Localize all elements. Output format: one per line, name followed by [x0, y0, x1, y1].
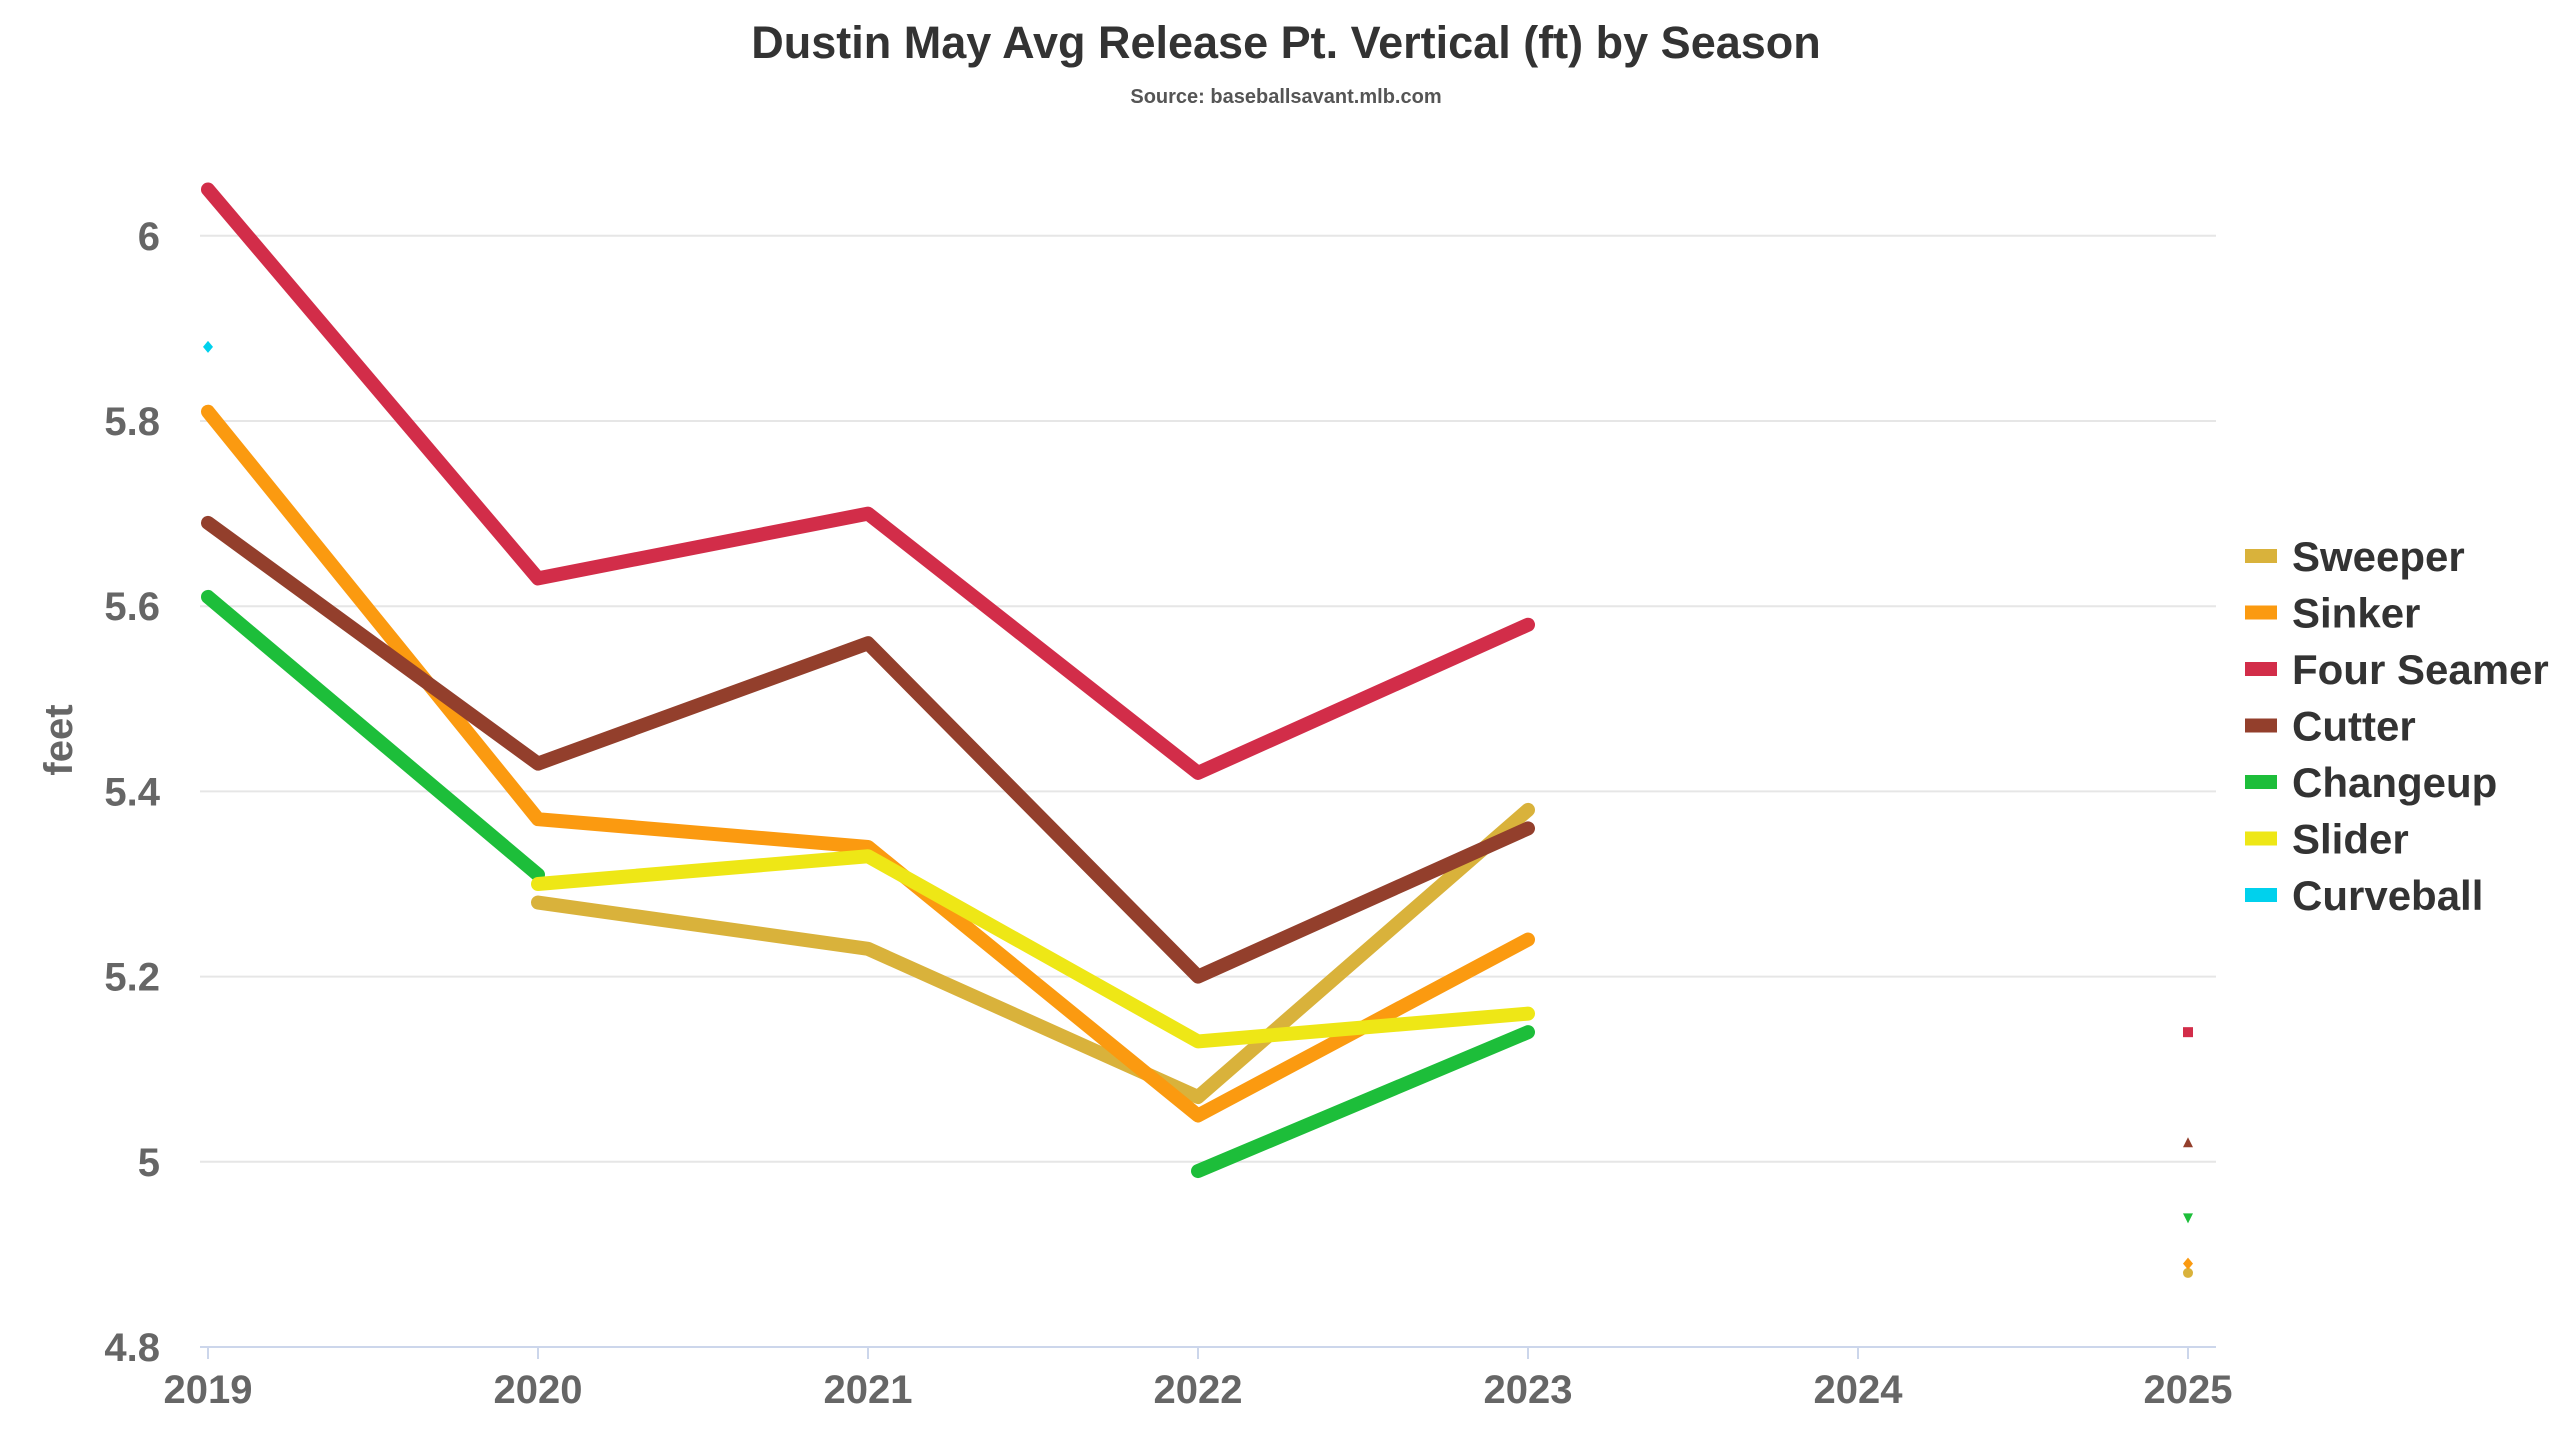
grid — [200, 234, 2216, 1163]
x-tick-label: 2022 — [1154, 1368, 1243, 1412]
legend-label: Sinker — [2292, 590, 2420, 637]
legend-swatch — [2245, 718, 2277, 733]
data-point — [2183, 1257, 2193, 1270]
y-axis-ticks: 4.8 5 5.2 5.4 5.6 5.8 6 — [104, 215, 160, 1370]
y-tick-label: 4.8 — [104, 1326, 160, 1370]
chart-title: Dustin May Avg Release Pt. Vertical (ft)… — [751, 17, 1821, 68]
x-tick-label: 2020 — [494, 1368, 583, 1412]
y-tick-label: 5.2 — [104, 956, 160, 1000]
legend-label: Curveball — [2292, 872, 2483, 919]
x-tick-label: 2024 — [1814, 1368, 1904, 1412]
data-point — [2183, 1027, 2193, 1038]
series-line — [1191, 1025, 1535, 1179]
series-curveball — [203, 340, 213, 353]
y-tick-label: 5.4 — [104, 770, 160, 814]
legend-item[interactable]: Sinker — [2245, 590, 2420, 637]
legend-swatch — [2245, 549, 2277, 563]
data-point — [2183, 1213, 2193, 1224]
legend-swatch — [2245, 605, 2277, 620]
data-point — [2183, 1137, 2193, 1148]
series-line — [531, 849, 1535, 1049]
y-tick-label: 6 — [138, 215, 160, 259]
series-line — [531, 802, 1535, 1104]
legend-item[interactable]: Changeup — [2245, 759, 2497, 806]
legend-item[interactable]: Curveball — [2245, 872, 2483, 919]
x-tick-label: 2021 — [824, 1368, 913, 1412]
x-tick-label: 2025 — [2144, 1368, 2233, 1412]
legend-item[interactable]: Four Seamer — [2245, 646, 2549, 693]
legend-label: Slider — [2292, 816, 2409, 863]
x-tick-label: 2019 — [164, 1368, 253, 1412]
legend-swatch — [2245, 831, 2277, 846]
legend-item[interactable]: Cutter — [2245, 703, 2416, 750]
series-slider — [531, 849, 1535, 1049]
series — [201, 182, 2193, 1278]
series-four-seamer — [201, 182, 2193, 1038]
y-tick-label: 5.8 — [104, 400, 160, 444]
series-line — [201, 515, 1535, 984]
chart-subtitle: Source: baseballsavant.mlb.com — [1130, 86, 1441, 108]
legend-swatch — [2245, 775, 2277, 789]
x-tick-label: 2023 — [1484, 1368, 1573, 1412]
legend: Sweeper Sinker Four Seamer Cutter Changeup Sl… — [2245, 533, 2549, 919]
legend-swatch — [2245, 662, 2277, 676]
legend-label: Four Seamer — [2292, 646, 2549, 693]
y-tick-label: 5 — [138, 1141, 160, 1185]
x-axis-ticks: 2019 2020 2021 2022 2023 2024 2025 — [164, 1347, 2233, 1412]
legend-item[interactable]: Slider — [2245, 816, 2409, 863]
legend-label: Cutter — [2292, 703, 2416, 750]
series-cutter — [201, 515, 2193, 1148]
legend-swatch — [2245, 888, 2277, 902]
data-point — [2183, 1267, 2193, 1278]
series-changeup — [201, 589, 2193, 1224]
legend-label: Changeup — [2292, 759, 2497, 806]
series-line — [201, 589, 545, 882]
series-line — [201, 182, 1535, 780]
legend-item[interactable]: Sweeper — [2245, 533, 2465, 580]
y-axis-label: feet — [37, 704, 81, 775]
legend-label: Sweeper — [2292, 533, 2465, 580]
data-point — [203, 340, 213, 353]
series-sweeper — [531, 802, 2193, 1278]
y-tick-label: 5.6 — [104, 585, 160, 629]
